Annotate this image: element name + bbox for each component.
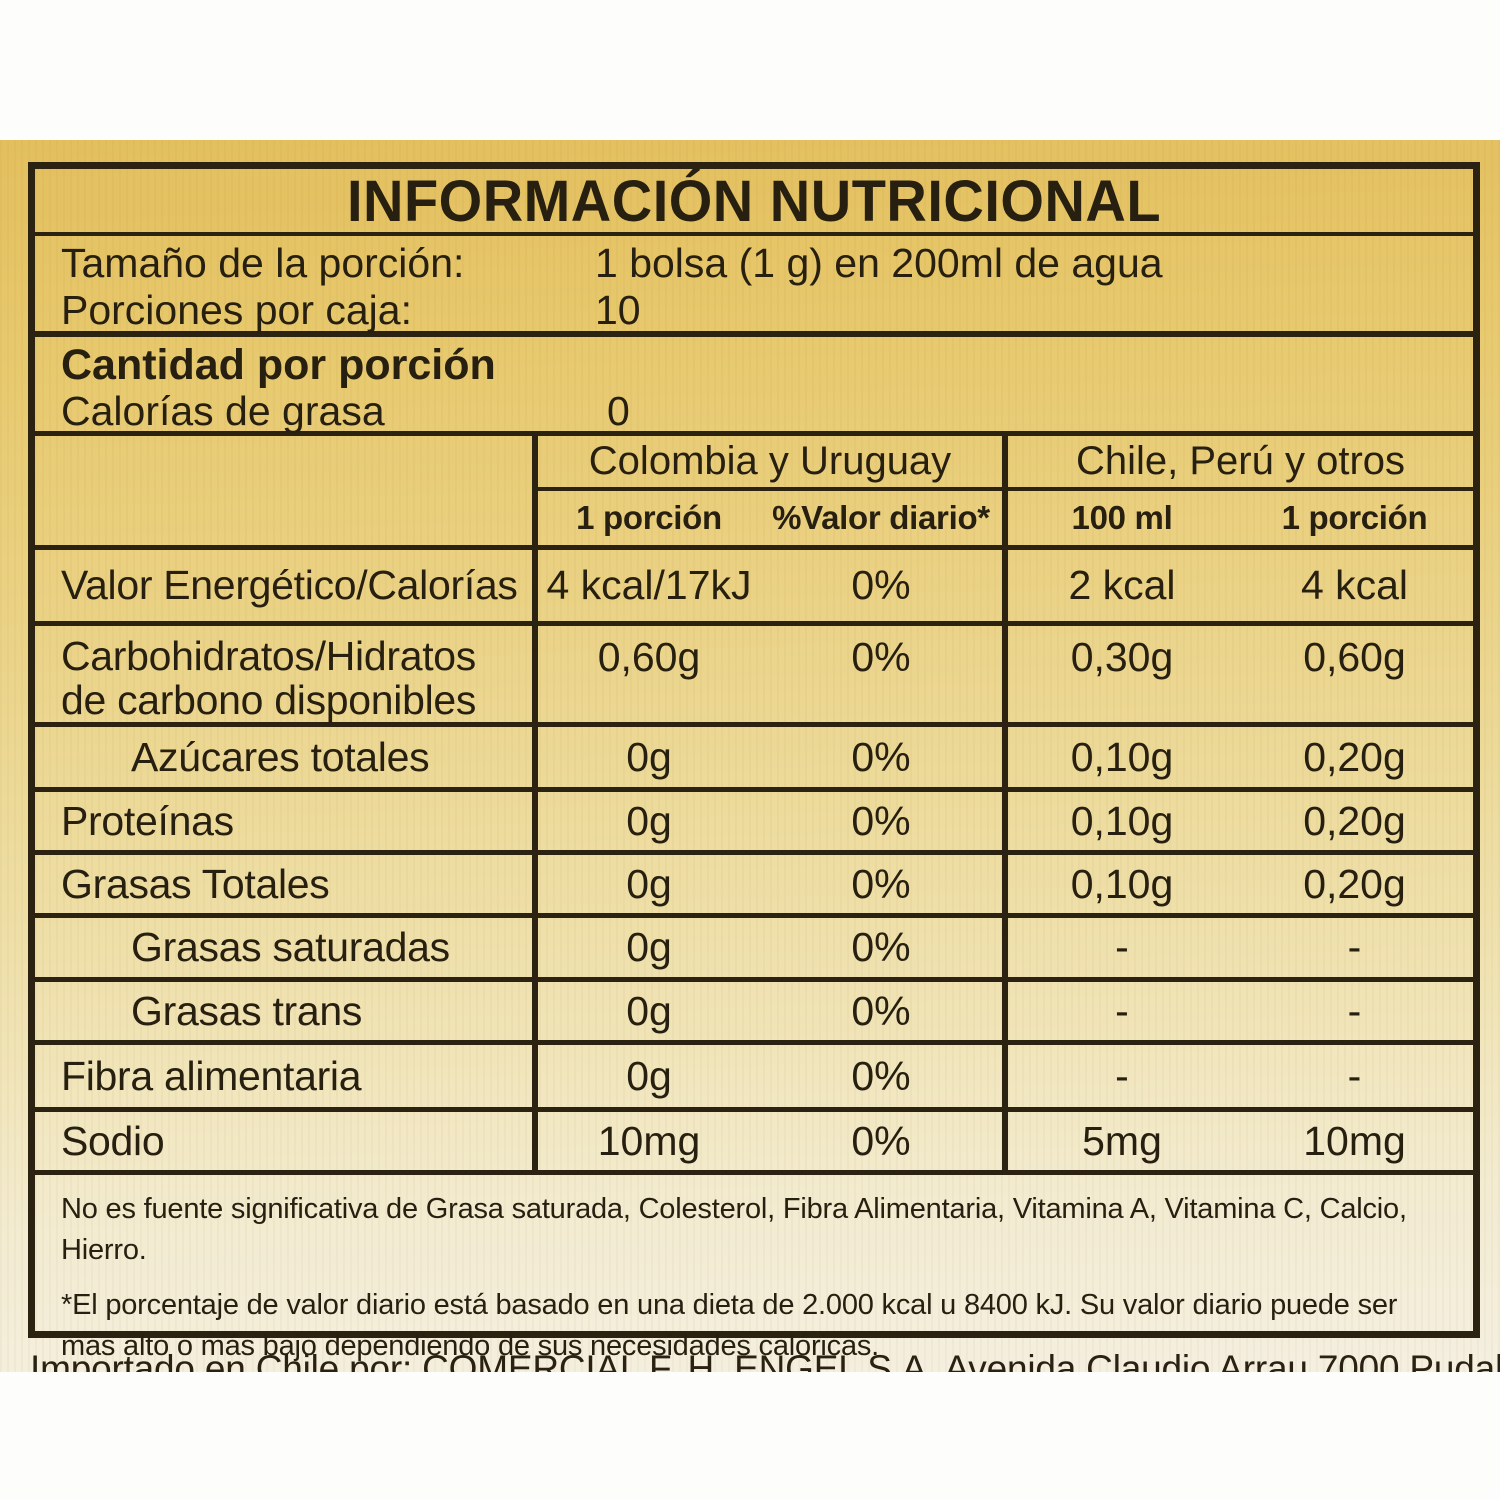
row-value: 10mg bbox=[1303, 1117, 1406, 1164]
table-row-saturated-fat: Grasas saturadas 0g 0% - - bbox=[35, 918, 1473, 982]
region-header-chile-peru: Chile, Perú y otros bbox=[1002, 436, 1473, 491]
serving-section: Tamaño de la porción: 1 bolsa (1 g) en 2… bbox=[35, 236, 1473, 337]
table-row-energy: Valor Energético/Calorías 4 kcal/17kJ 0%… bbox=[35, 550, 1473, 626]
row-value: 0,60g bbox=[1303, 634, 1406, 680]
servings-per-box-row: Porciones por caja: 10 bbox=[61, 287, 1473, 334]
row-value: - bbox=[1347, 1052, 1362, 1099]
row-label: Grasas trans bbox=[131, 987, 363, 1034]
table-row-total-sugars: Azúcares totales 0g 0% 0,10g 0,20g bbox=[35, 727, 1473, 792]
table-row-carbohydrates: Carbohidratos/Hidratos de carbono dispon… bbox=[35, 626, 1473, 727]
footnote-not-significant-source: No es fuente significativa de Grasa satu… bbox=[61, 1193, 1407, 1266]
region-header-colombia-uruguay: Colombia y Uruguay bbox=[532, 436, 1002, 491]
row-value: 0g bbox=[532, 918, 760, 977]
region-header-row: Colombia y Uruguay Chile, Perú y otros bbox=[35, 436, 1473, 491]
row-value: 0g bbox=[532, 982, 760, 1040]
row-label: Fibra alimentaria bbox=[61, 1052, 362, 1099]
table-row-dietary-fiber: Fibra alimentaria 0g 0% - - bbox=[35, 1045, 1473, 1112]
amount-per-serving-heading: Cantidad por porción bbox=[61, 341, 496, 389]
table-row-trans-fat: Grasas trans 0g 0% - - bbox=[35, 982, 1473, 1045]
row-value: 0% bbox=[851, 634, 911, 680]
row-value: 0,10g bbox=[1002, 792, 1236, 850]
row-value: - bbox=[1347, 987, 1362, 1034]
calories-from-fat-value: 0 bbox=[607, 388, 630, 434]
row-value: - bbox=[1002, 982, 1236, 1040]
serving-size-label: Tamaño de la porción: bbox=[61, 240, 465, 286]
row-value: 0,20g bbox=[1303, 733, 1406, 780]
serving-size-row: Tamaño de la porción: 1 bolsa (1 g) en 2… bbox=[61, 240, 1473, 287]
row-value: 0g bbox=[532, 1045, 760, 1107]
row-value: 0% bbox=[851, 860, 911, 907]
row-label: Grasas Totales bbox=[61, 860, 330, 907]
calories-from-fat-label: Calorías de grasa bbox=[61, 388, 385, 434]
row-value: - bbox=[1002, 1045, 1236, 1107]
row-value: 0% bbox=[851, 987, 911, 1034]
footnotes-section: No es fuente significativa de Grasa satu… bbox=[35, 1175, 1473, 1366]
row-value: 5mg bbox=[1002, 1112, 1236, 1170]
row-value: 0,60g bbox=[532, 626, 760, 723]
table-row-sodium: Sodio 10mg 0% 5mg 10mg bbox=[35, 1112, 1473, 1175]
column-header-valor-diario: %Valor diario* bbox=[772, 499, 990, 536]
calories-from-fat-row: Calorías de grasa 0 bbox=[61, 388, 1473, 434]
row-value: - bbox=[1002, 918, 1236, 977]
row-value: 0g bbox=[532, 855, 760, 913]
row-value: 0,10g bbox=[1002, 855, 1236, 913]
serving-size-value: 1 bolsa (1 g) en 200ml de agua bbox=[595, 240, 1163, 286]
amount-per-serving-section: Cantidad por porción Calorías de grasa 0 bbox=[35, 337, 1473, 436]
importer-text-cropped: Importado en Chile por: COMERCIAL F. H. … bbox=[30, 1348, 1500, 1372]
row-label: Valor Energético/Calorías bbox=[61, 562, 518, 609]
row-value: 0g bbox=[532, 792, 760, 850]
servings-per-box-value: 10 bbox=[595, 287, 641, 333]
row-value: 0,10g bbox=[1002, 727, 1236, 787]
row-label: Grasas saturadas bbox=[131, 924, 450, 971]
row-value: 4 kcal bbox=[1300, 562, 1409, 608]
row-value: 0,20g bbox=[1303, 797, 1406, 844]
nutrition-title-row: INFORMACIÓN NUTRICIONAL bbox=[35, 167, 1473, 236]
row-value: 2 kcal bbox=[1002, 550, 1236, 621]
row-value: 10mg bbox=[532, 1112, 760, 1170]
row-value: - bbox=[1347, 924, 1362, 970]
servings-per-box-label: Porciones por caja: bbox=[61, 287, 412, 333]
row-label: Carbohidratos/Hidratos de carbono dispon… bbox=[61, 633, 477, 724]
row-label: Azúcares totales bbox=[131, 733, 430, 780]
column-header-porcion-co: 1 porción bbox=[532, 491, 760, 545]
row-value: 0% bbox=[851, 1052, 911, 1099]
nutrition-facts-box: INFORMACIÓN NUTRICIONAL Tamaño de la por… bbox=[28, 162, 1480, 1362]
column-header-row: 1 porción %Valor diario* 100 ml 1 porció… bbox=[35, 491, 1473, 550]
footnote-daily-value-basis: *El porcentaje de valor diario está basa… bbox=[61, 1289, 1398, 1362]
row-value: 0% bbox=[851, 562, 911, 608]
row-value: 0% bbox=[851, 733, 911, 780]
region-header-spacer bbox=[35, 436, 532, 491]
column-header-100ml: 100 ml bbox=[1002, 491, 1236, 545]
row-value: 0,30g bbox=[1002, 626, 1236, 723]
row-value: 0g bbox=[532, 727, 760, 787]
row-value: 0,20g bbox=[1303, 860, 1406, 907]
row-value: 0% bbox=[851, 1117, 911, 1164]
column-header-porcion-cl: 1 porción bbox=[1281, 499, 1428, 536]
table-row-protein: Proteínas 0g 0% 0,10g 0,20g bbox=[35, 792, 1473, 855]
row-label: Proteínas bbox=[61, 797, 234, 844]
row-value: 0% bbox=[851, 797, 911, 844]
nutrition-label-sheet: Importado en Chile por: COMERCIAL F. H. … bbox=[0, 140, 1500, 1372]
nutrition-title: INFORMACIÓN NUTRICIONAL bbox=[346, 167, 1162, 234]
column-header-spacer bbox=[35, 491, 532, 545]
table-row-total-fat: Grasas Totales 0g 0% 0,10g 0,20g bbox=[35, 855, 1473, 918]
row-value: 0% bbox=[851, 924, 911, 970]
row-label: Sodio bbox=[61, 1117, 165, 1164]
row-value: 4 kcal/17kJ bbox=[532, 550, 760, 621]
